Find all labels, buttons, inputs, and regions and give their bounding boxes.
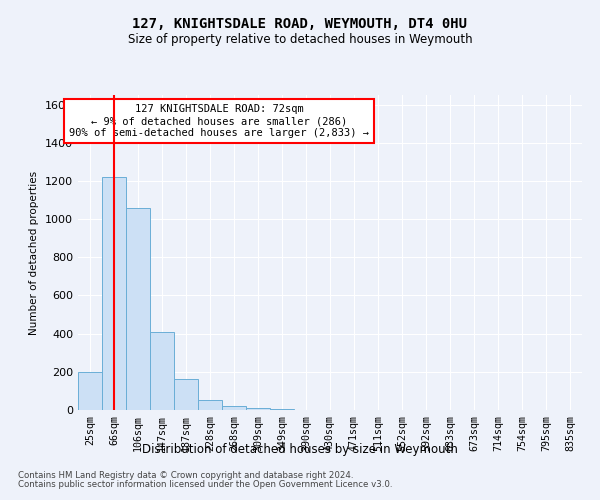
Text: Size of property relative to detached houses in Weymouth: Size of property relative to detached ho… [128,32,472,46]
Bar [126,208,150,410]
Bar [150,332,174,410]
Text: 127, KNIGHTSDALE ROAD, WEYMOUTH, DT4 0HU: 127, KNIGHTSDALE ROAD, WEYMOUTH, DT4 0HU [133,18,467,32]
Text: Contains HM Land Registry data © Crown copyright and database right 2024.: Contains HM Land Registry data © Crown c… [18,471,353,480]
Bar [198,400,222,410]
Bar [246,408,270,410]
Bar [222,406,246,410]
Text: 127 KNIGHTSDALE ROAD: 72sqm
← 9% of detached houses are smaller (286)
90% of sem: 127 KNIGHTSDALE ROAD: 72sqm ← 9% of deta… [69,104,369,138]
Bar [78,372,102,410]
Text: Contains public sector information licensed under the Open Government Licence v3: Contains public sector information licen… [18,480,392,489]
Y-axis label: Number of detached properties: Number of detached properties [29,170,40,334]
Bar [102,177,126,410]
Bar [270,409,294,410]
Bar [174,380,198,410]
Text: Distribution of detached houses by size in Weymouth: Distribution of detached houses by size … [142,442,458,456]
